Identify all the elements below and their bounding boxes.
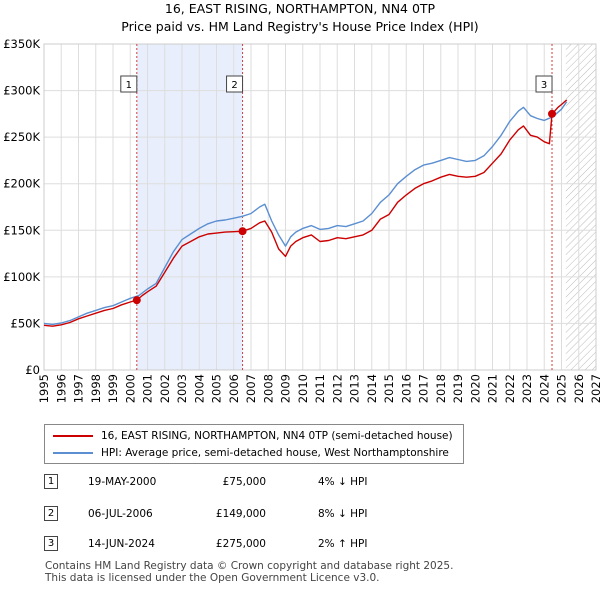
footer: Contains HM Land Registry data © Crown c…	[45, 560, 453, 584]
y-tick-label: £350K	[3, 37, 40, 51]
x-tick-label: 2018	[434, 374, 448, 403]
x-tick-label: 1998	[89, 374, 103, 403]
x-tick-label: 2003	[175, 374, 189, 403]
sale-marker-label: 3	[541, 80, 547, 91]
footer-copyright: Contains HM Land Registry data © Crown c…	[45, 560, 454, 572]
x-tick-label: 2019	[451, 374, 465, 403]
sale-point	[548, 109, 557, 118]
sale-price: £149,000	[215, 508, 266, 520]
sale-point	[132, 296, 141, 305]
table-row: 3 14-JUN-2024 £275,000 2% ↑ HPI	[44, 536, 464, 554]
x-tick-label: 2012	[330, 374, 344, 403]
shaded-ownership-region	[136, 44, 243, 370]
legend: 16, EAST RISING, NORTHAMPTON, NN4 0TP (s…	[44, 424, 464, 464]
sale-number: 3	[44, 536, 58, 551]
legend-item-price: 16, EAST RISING, NORTHAMPTON, NN4 0TP (s…	[53, 428, 453, 444]
x-tick-label: 2027	[589, 374, 600, 403]
x-tick-label: 2007	[244, 374, 258, 403]
sale-marker-boxes: 1 2 3	[120, 75, 553, 93]
legend-price-label: 16, EAST RISING, NORTHAMPTON, NN4 0TP (s…	[101, 430, 453, 442]
chart-subtitle: Price paid vs. HM Land Registry's House …	[121, 19, 478, 34]
sale-date: 14-JUN-2024	[88, 538, 155, 550]
sale-price: £275,000	[215, 538, 266, 550]
x-tick-label: 2016	[399, 374, 413, 403]
table-row: 1 19-MAY-2000 £75,000 4% ↓ HPI	[44, 474, 464, 492]
x-tick-label: 1999	[106, 374, 120, 403]
sale-date: 19-MAY-2000	[88, 476, 157, 488]
x-tick-label: 2021	[486, 374, 500, 403]
x-tick-label: 2009	[279, 374, 293, 403]
sale-marker-label: 2	[231, 80, 237, 91]
sale-marker-box	[535, 75, 553, 93]
sale-price: £75,000	[222, 476, 266, 488]
x-tick-label: 2026	[572, 374, 586, 403]
sale-marker-box	[226, 75, 244, 93]
sale-hpi-diff: 2% ↑ HPI	[318, 538, 368, 550]
x-tick-label: 2020	[468, 374, 482, 403]
x-tick-label: 2024	[537, 374, 551, 403]
y-tick-label: £300K	[3, 84, 40, 98]
y-tick-label: £50K	[11, 316, 41, 330]
y-tick-label: £0	[25, 363, 40, 377]
sale-hpi-diff: 8% ↓ HPI	[318, 508, 368, 520]
legend-hpi-swatch	[53, 452, 93, 454]
x-tick-label: 1996	[54, 374, 68, 403]
x-tick-label: 2006	[227, 374, 241, 403]
sale-point	[238, 227, 247, 236]
x-tick-label: 2013	[348, 374, 362, 403]
legend-item-hpi: HPI: Average price, semi-detached house,…	[53, 445, 449, 461]
x-tick-label: 2023	[520, 374, 534, 403]
sale-date: 06-JUL-2006	[88, 508, 153, 520]
sale-marker-box	[120, 75, 138, 93]
sale-marker-label: 1	[126, 80, 132, 91]
grid-lines	[43, 43, 597, 371]
y-axis: £0 £50K £100K £150K £200K £250K £300K £350K	[3, 37, 40, 377]
chart-title: 16, EAST RISING, NORTHAMPTON, NN4 0TP	[165, 1, 436, 16]
x-axis: 1995 1996 1997 1998 1999 2000 2001 2002 2003 2004…	[37, 374, 600, 403]
y-tick-label: £150K	[3, 223, 40, 237]
x-tick-label: 2000	[123, 374, 137, 403]
forecast-hatch-region	[565, 44, 596, 370]
x-tick-label: 2014	[365, 374, 379, 403]
x-tick-label: 2022	[503, 374, 517, 403]
x-tick-label: 1997	[72, 374, 86, 403]
footer-licence: This data is licensed under the Open Gov…	[45, 572, 380, 584]
x-tick-label: 2010	[296, 374, 310, 403]
y-tick-label: £100K	[3, 270, 40, 284]
legend-price-swatch	[53, 435, 93, 437]
y-tick-label: £200K	[3, 177, 40, 191]
y-tick-label: £250K	[3, 130, 40, 144]
legend-hpi-label: HPI: Average price, semi-detached house,…	[101, 447, 449, 459]
x-tick-label: 2017	[417, 374, 431, 403]
plot-border	[43, 43, 597, 371]
sale-hpi-diff: 4% ↓ HPI	[318, 476, 368, 488]
sale-points	[132, 109, 557, 305]
x-tick-label: 2001	[141, 374, 155, 403]
x-tick-label: 2015	[382, 374, 396, 403]
x-tick-label: 2025	[555, 374, 569, 403]
table-row: 2 06-JUL-2006 £149,000 8% ↓ HPI	[44, 506, 464, 524]
x-tick-label: 2002	[158, 374, 172, 403]
x-tick-label: 1995	[37, 374, 51, 403]
x-tick-label: 2008	[261, 374, 275, 403]
x-tick-label: 2004	[192, 374, 206, 403]
sale-number: 2	[44, 506, 58, 521]
price-chart: 16, EAST RISING, NORTHAMPTON, NN4 0TP Pr…	[3, 1, 600, 403]
x-tick-label: 2005	[210, 374, 224, 403]
x-tick-label: 2011	[313, 374, 327, 403]
sale-number: 1	[44, 474, 58, 489]
